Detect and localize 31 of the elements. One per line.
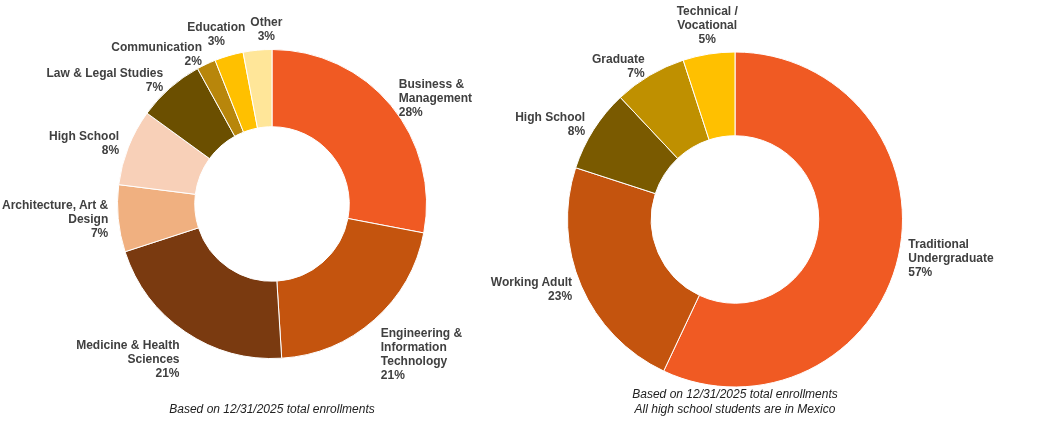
slice-label: Business & Management bbox=[398, 77, 473, 106]
data-label: 7% bbox=[145, 79, 164, 94]
slice-label: Medicine & Health Sciences bbox=[76, 338, 180, 367]
text: Based on 12/31/2025 total enrollments bbox=[632, 387, 838, 402]
data-label: 7% bbox=[90, 225, 109, 240]
slice-label: High School bbox=[515, 109, 586, 124]
data-label: 8% bbox=[567, 123, 586, 138]
data-label: 23% bbox=[548, 289, 573, 304]
slice-label: Communication bbox=[111, 40, 202, 55]
slice-label: Engineering & Information Technology bbox=[380, 325, 463, 368]
data-label: 3% bbox=[257, 28, 276, 43]
slice-label: Other bbox=[250, 14, 283, 29]
data-label: 3% bbox=[207, 34, 226, 49]
slice-label: Technical / Vocational bbox=[676, 4, 739, 33]
text: All high school students are in Mexico bbox=[633, 402, 836, 417]
slice-label: High School bbox=[49, 128, 120, 143]
data-label: 8% bbox=[101, 142, 120, 157]
slice-label: Architecture, Art & Design bbox=[1, 197, 109, 226]
slice-label: Law & Legal Studies bbox=[46, 65, 164, 80]
data-label: 21% bbox=[380, 367, 406, 382]
slice-label: Working Adult bbox=[490, 275, 573, 290]
slice-label: Education bbox=[187, 20, 246, 35]
data-label: 5% bbox=[698, 32, 717, 47]
data-label: 21% bbox=[155, 366, 180, 381]
data-label: 57% bbox=[908, 264, 933, 279]
slice-label: Traditional Undergraduate bbox=[908, 236, 994, 265]
data-label: 7% bbox=[627, 66, 645, 81]
data-label: 2% bbox=[184, 54, 203, 69]
text: Based on 12/31/2025 total enrollments bbox=[169, 402, 375, 417]
slice-label: Graduate bbox=[591, 52, 645, 67]
data-label: 28% bbox=[398, 105, 424, 120]
